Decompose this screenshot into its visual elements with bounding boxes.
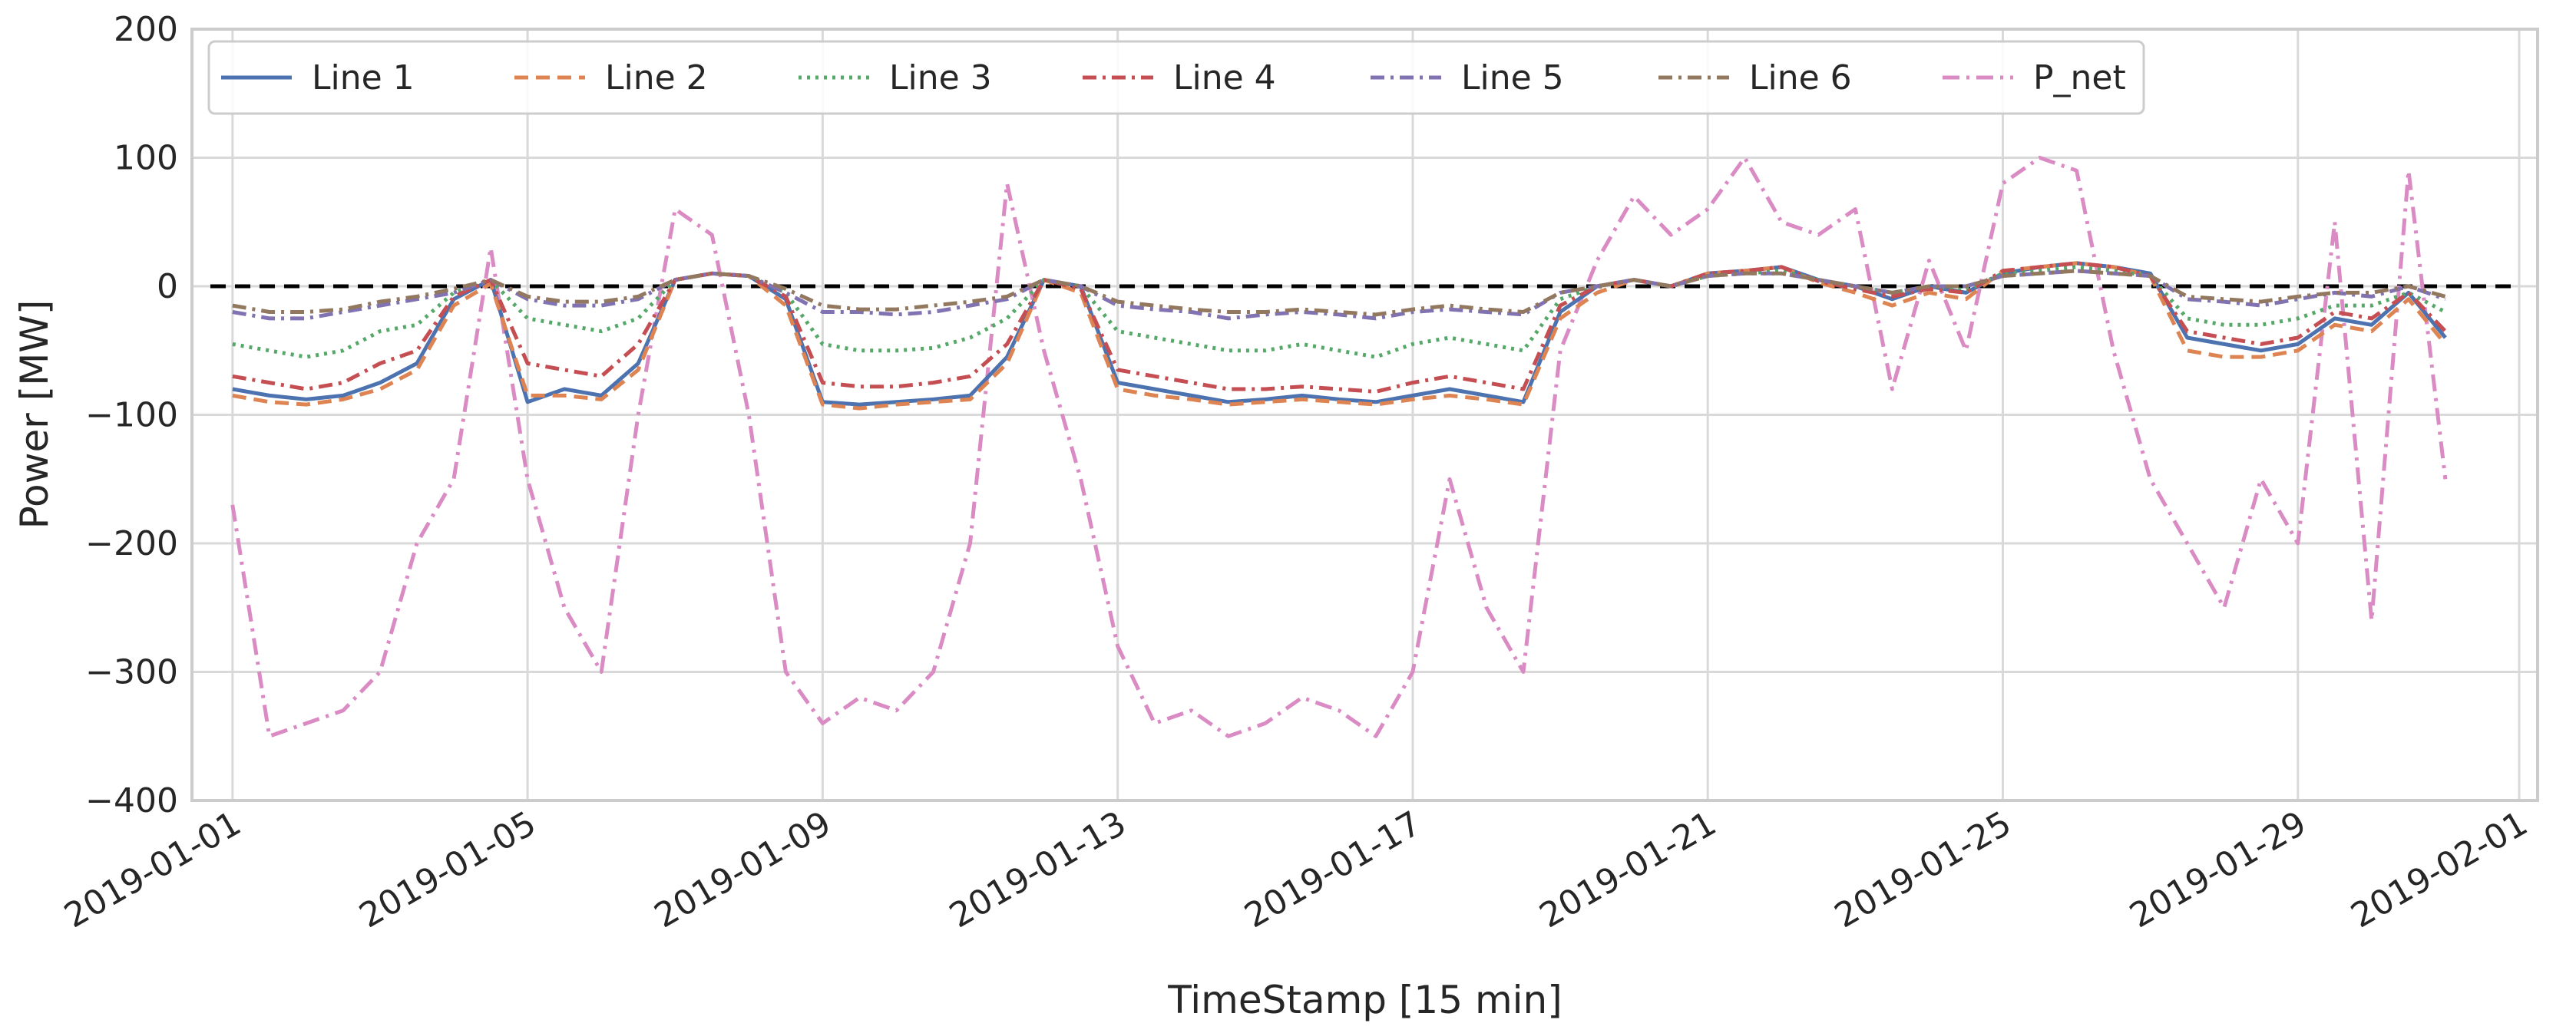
x-axis-label: TimeStamp [15 min] (1167, 978, 1562, 1022)
y-tick-label: −100 (85, 396, 178, 435)
legend-label: Line 1 (312, 58, 415, 97)
y-tick-label: 0 (157, 267, 178, 306)
y-tick-label: 200 (114, 10, 178, 49)
legend-label: Line 5 (1461, 58, 1564, 97)
y-tick-label: 100 (114, 139, 178, 178)
plot-frame (190, 28, 2539, 802)
legend: Line 1 Line 2 Line 3 Line 4 Line 5 Line 6 P_ne… (207, 40, 2145, 115)
y-tick-label: −300 (85, 653, 178, 692)
y-axis-label: Power [MW] (12, 300, 57, 530)
legend-label: Line 3 (889, 58, 992, 97)
series-line-line-5 (232, 269, 2446, 321)
y-tick-label: −200 (85, 524, 178, 563)
legend-label: Line 4 (1173, 58, 1276, 97)
series-line-p-net (230, 156, 2448, 738)
legend-label: Line 6 (1749, 58, 1852, 97)
legend-box (207, 40, 2145, 115)
y-tick-labels: 200 100 0 −100 −200 −300 −400 (85, 10, 178, 820)
legend-label: P_net (2033, 58, 2126, 97)
y-tick-label: −400 (85, 781, 178, 820)
legend-label: Line 2 (605, 58, 708, 97)
series-lines (230, 156, 2448, 738)
series-line-line-2 (232, 261, 2447, 411)
series-line-line-3 (232, 265, 2447, 359)
